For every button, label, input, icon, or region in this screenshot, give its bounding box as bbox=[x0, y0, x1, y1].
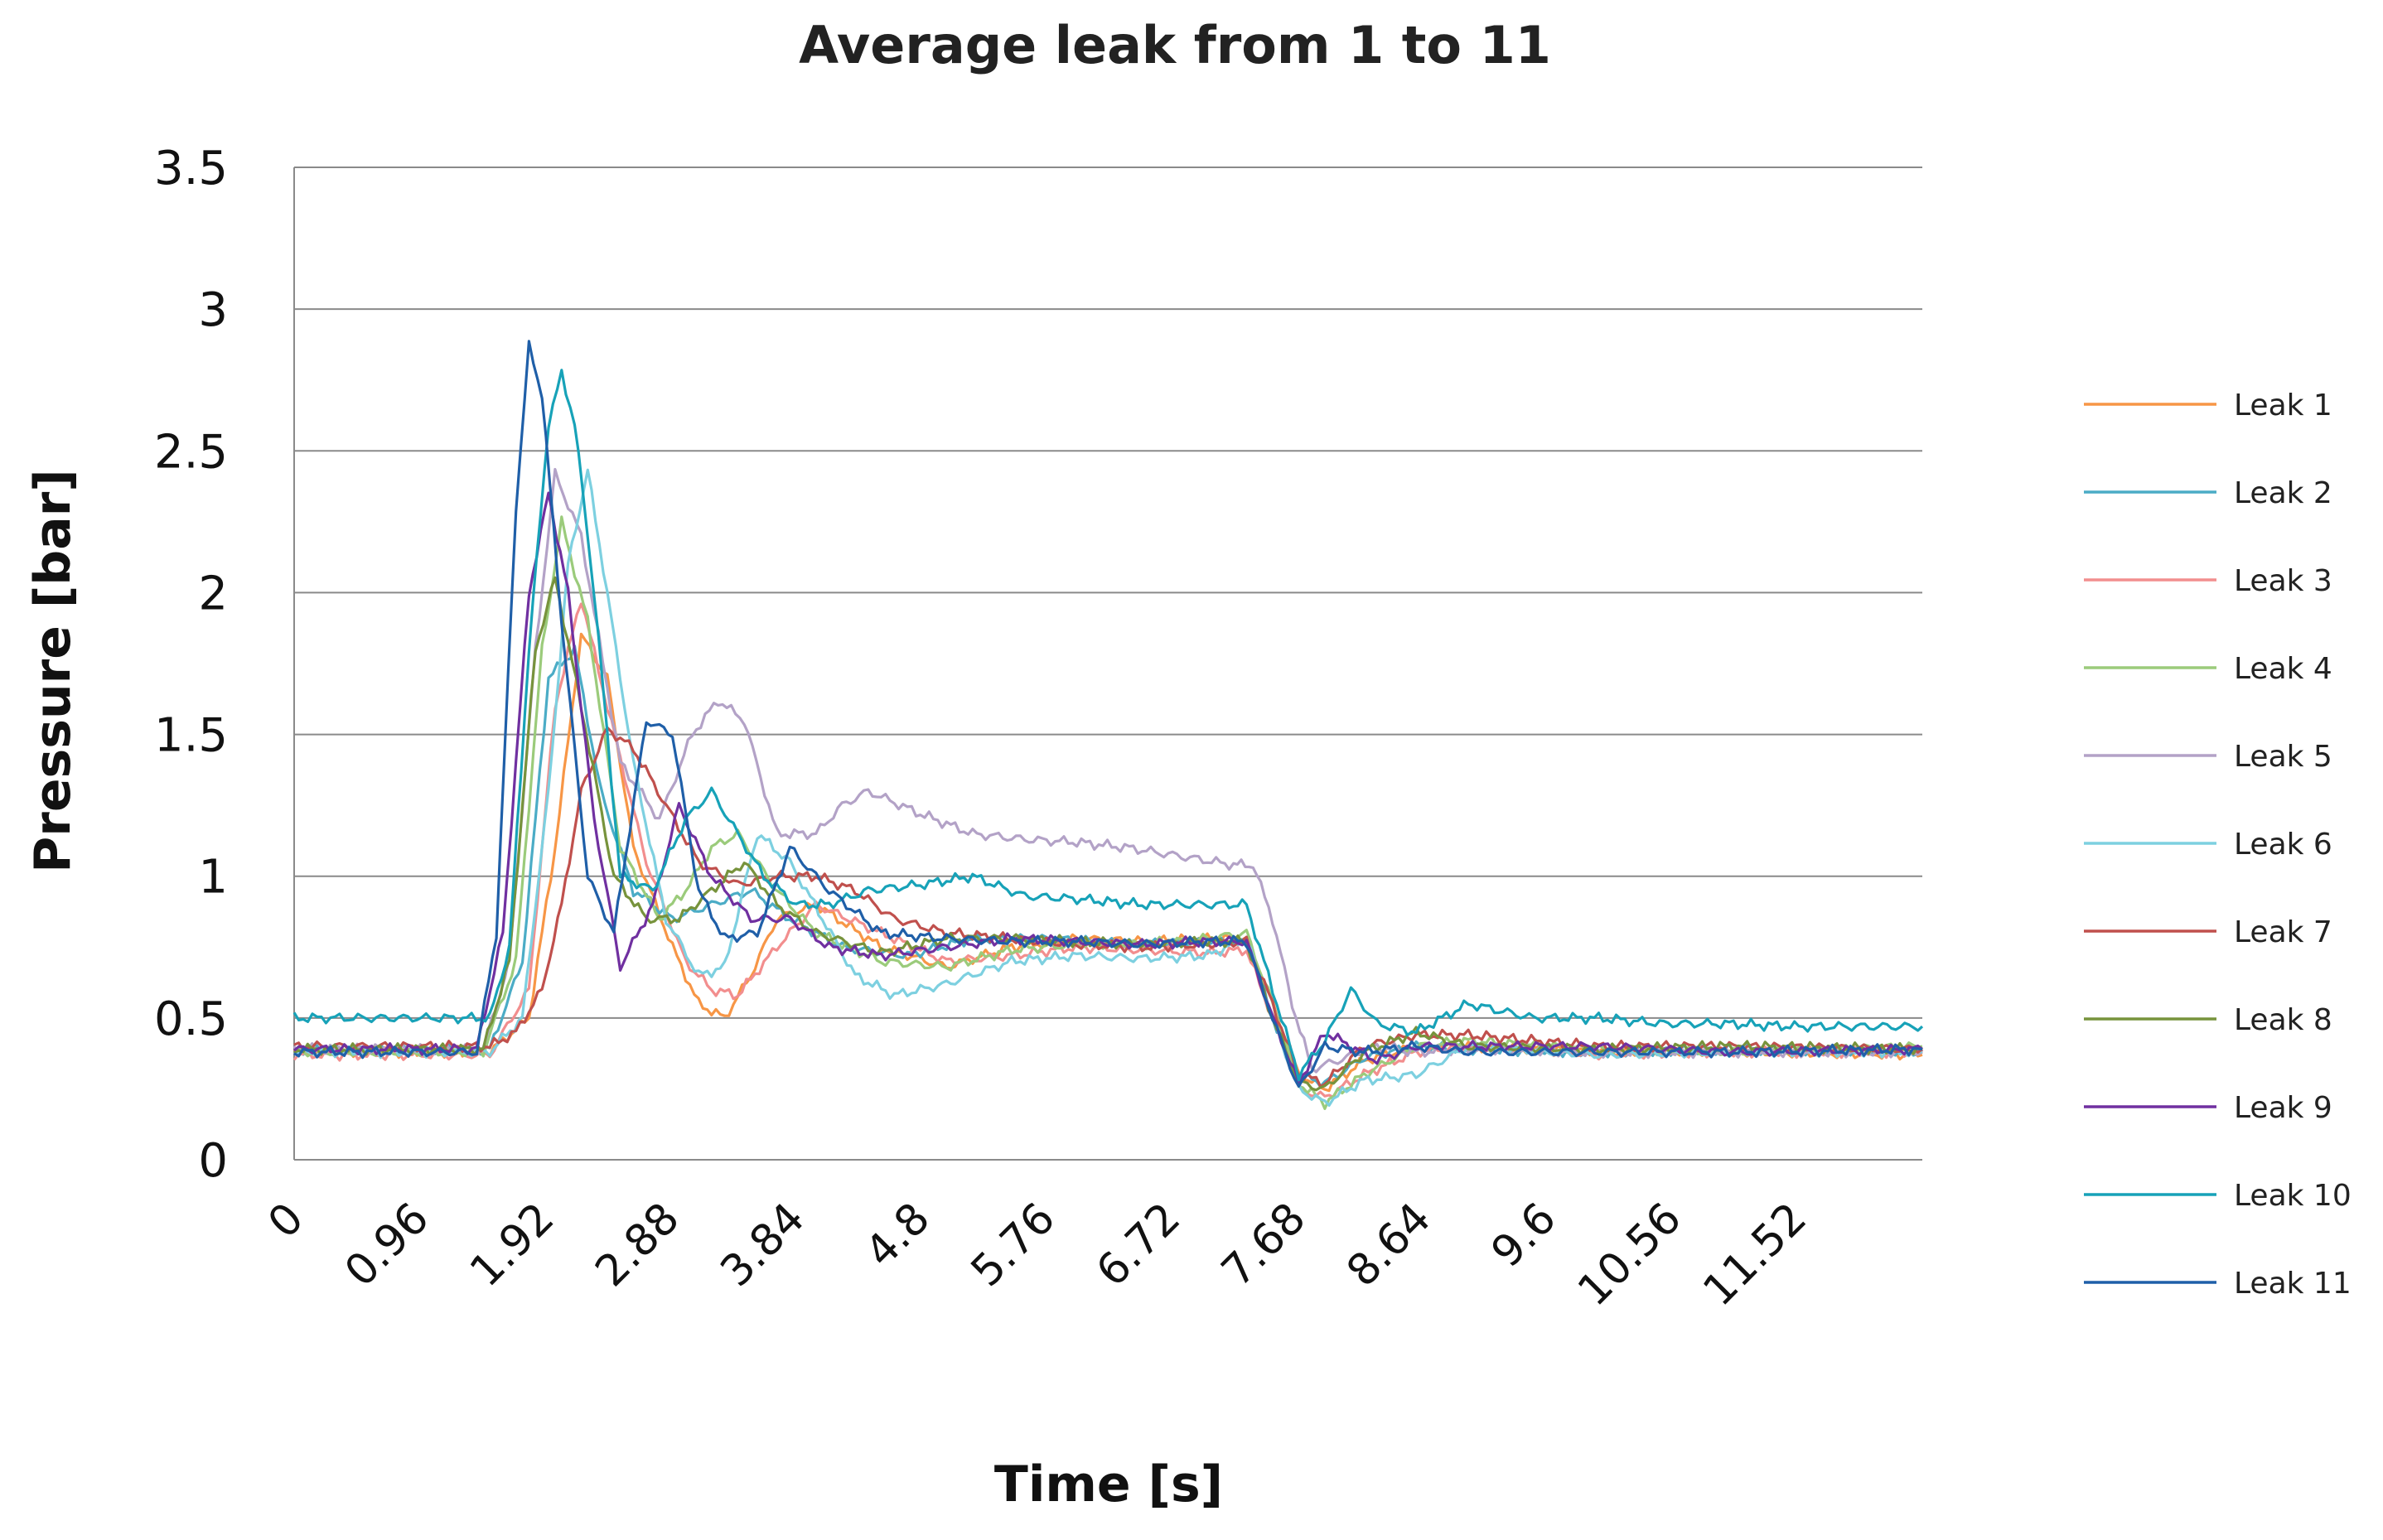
legend-label: Leak 10 bbox=[2234, 1179, 2352, 1213]
axes bbox=[293, 167, 1922, 1161]
series-line-leak-5 bbox=[292, 467, 1923, 1074]
x-tick-label: 5.76 bbox=[962, 1194, 1065, 1296]
series-line-leak-7 bbox=[293, 726, 1923, 1089]
legend-label: Leak 1 bbox=[2234, 389, 2332, 422]
legend-label: Leak 5 bbox=[2234, 740, 2332, 774]
y-tick-label: 0.5 bbox=[154, 992, 228, 1046]
x-tick-labels: 0 0.96 1.92 2.88 3.84 4.8 5.76 6.72 7.68 8.64 9.6 1… bbox=[259, 1194, 1816, 1316]
legend-label: Leak 3 bbox=[2234, 564, 2332, 598]
series-line-leak-2 bbox=[293, 644, 1923, 1089]
x-tick-label: 3.84 bbox=[712, 1194, 814, 1296]
x-tick-label: 6.72 bbox=[1087, 1194, 1190, 1296]
legend-label: Leak 8 bbox=[2234, 1003, 2332, 1037]
x-tick-label: 7.68 bbox=[1212, 1194, 1315, 1296]
series-lines bbox=[292, 340, 1924, 1111]
y-tick-label: 1.5 bbox=[154, 709, 228, 763]
y-tick-label: 2.5 bbox=[154, 425, 228, 479]
legend-label: Leak 7 bbox=[2234, 915, 2332, 949]
series-line-leak-10 bbox=[292, 369, 1924, 1082]
y-tick-label: 2 bbox=[198, 567, 228, 620]
series-line-leak-6 bbox=[293, 468, 1923, 1108]
legend-label: Leak 11 bbox=[2234, 1267, 2352, 1301]
legend-label: Leak 4 bbox=[2234, 652, 2332, 686]
y-axis-title: Pressure [bar] bbox=[24, 469, 82, 872]
x-axis-title: Time [s] bbox=[994, 1456, 1223, 1513]
x-tick-label: 9.6 bbox=[1482, 1194, 1566, 1277]
legend-label: Leak 2 bbox=[2234, 476, 2332, 510]
x-tick-label: 4.8 bbox=[856, 1194, 940, 1277]
series-line-leak-9 bbox=[292, 491, 1923, 1084]
y-tick-label: 3.5 bbox=[154, 142, 228, 196]
x-tick-label: 10.56 bbox=[1569, 1194, 1691, 1316]
y-tick-labels: 0 0.5 1 1.5 2 2.5 3 3.5 bbox=[154, 142, 228, 1188]
chart-title: Average leak from 1 to 11 bbox=[799, 15, 1551, 75]
series-line-leak-4 bbox=[293, 515, 1923, 1111]
y-tick-label: 1 bbox=[198, 851, 228, 905]
series-line-leak-11 bbox=[293, 340, 1923, 1089]
y-tick-label: 0 bbox=[198, 1134, 228, 1188]
x-tick-label: 1.92 bbox=[461, 1194, 563, 1296]
x-tick-label: 8.64 bbox=[1337, 1194, 1440, 1296]
legend-label: Leak 9 bbox=[2234, 1091, 2332, 1125]
x-tick-label: 0 bbox=[259, 1194, 313, 1248]
x-tick-label: 2.88 bbox=[586, 1194, 689, 1296]
legend: Leak 1 Leak 2 Leak 3 Leak 4 Leak 5 Leak 6 Leak… bbox=[2084, 389, 2352, 1301]
grid-lines bbox=[294, 167, 1922, 1161]
legend-label: Leak 6 bbox=[2234, 828, 2332, 862]
x-tick-label: 11.52 bbox=[1694, 1194, 1816, 1316]
y-tick-label: 3 bbox=[198, 283, 228, 337]
series-line-leak-8 bbox=[293, 576, 1923, 1092]
x-tick-label: 0.96 bbox=[336, 1194, 438, 1296]
